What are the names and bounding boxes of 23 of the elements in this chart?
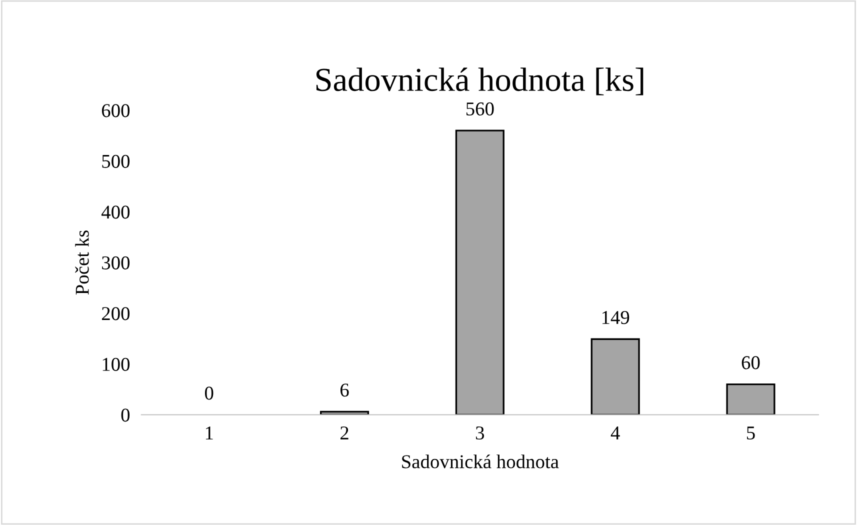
x-tick-label: 2 <box>340 426 348 440</box>
y-tick-label: 500 <box>102 154 130 168</box>
data-label: 149 <box>602 311 630 324</box>
y-tick-label: 600 <box>102 104 130 118</box>
y-tick-label: 400 <box>102 206 130 219</box>
y-tick-label: 200 <box>102 307 130 320</box>
bar <box>455 130 504 415</box>
y-tick-label: 0 <box>121 408 130 422</box>
data-label: 560 <box>466 102 494 116</box>
data-label: 60 <box>742 356 760 370</box>
chart-title: Sadovnická hodnota [ks] <box>316 68 644 96</box>
x-axis-title: Sadovnická hodnota <box>402 454 559 468</box>
x-tick-label: 4 <box>610 426 620 440</box>
x-tick-label: 3 <box>476 426 484 440</box>
bar <box>726 383 776 415</box>
bar <box>590 338 640 415</box>
data-label: 6 <box>340 384 349 397</box>
y-tick-label: 100 <box>102 358 130 371</box>
x-tick-label: 5 <box>747 426 755 440</box>
x-tick-label: 1 <box>206 426 213 440</box>
data-label: 0 <box>204 386 214 400</box>
y-tick-label: 300 <box>102 256 130 270</box>
y-axis-title: Počet ks <box>75 230 89 295</box>
